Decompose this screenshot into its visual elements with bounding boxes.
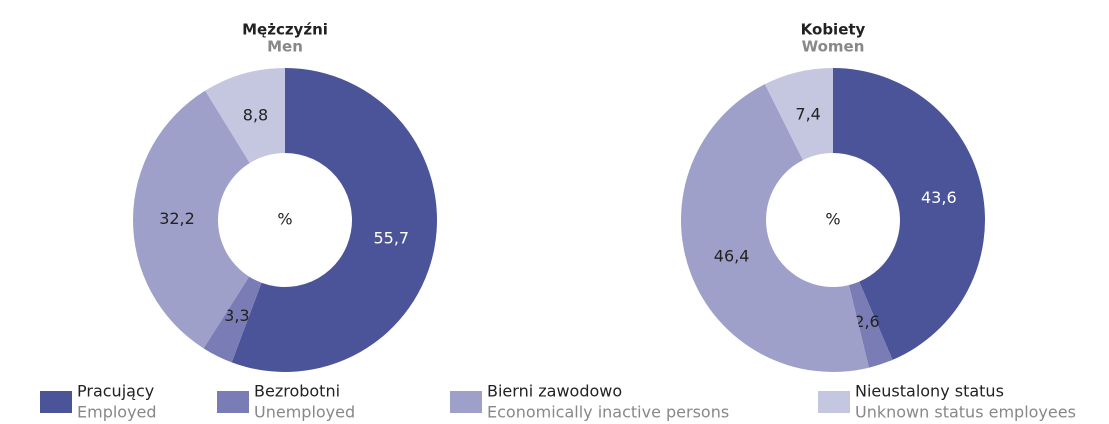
slice	[203, 276, 262, 363]
legend-sublabel: Unemployed	[254, 403, 355, 422]
value-label: 7,4	[795, 104, 820, 123]
slice	[833, 68, 985, 360]
chart-subtitle: Men	[267, 38, 303, 56]
legend-label: Bezrobotni	[254, 382, 340, 401]
legend-sublabel: Unknown status employees	[855, 403, 1076, 422]
slice	[231, 68, 438, 372]
value-label: 2,6	[854, 312, 879, 331]
legend-label: Pracujący	[77, 382, 154, 401]
value-label: 43,6	[921, 188, 957, 207]
center-label: %	[825, 210, 840, 229]
legend-swatch	[450, 391, 482, 413]
legend-swatch	[40, 391, 72, 413]
value-label: 32,2	[159, 209, 195, 228]
value-label: 55,7	[373, 229, 409, 248]
value-label: 8,8	[243, 106, 268, 125]
slice	[205, 68, 285, 163]
chart-title: Kobiety	[801, 21, 866, 39]
legend-label: Bierni zawodowo	[487, 382, 622, 401]
slice	[848, 281, 893, 368]
legend-swatch	[217, 391, 249, 413]
legend-sublabel: Employed	[77, 403, 157, 422]
slice	[133, 90, 250, 349]
slice	[680, 84, 869, 373]
chart-subtitle: Women	[802, 38, 865, 56]
value-label: 3,3	[224, 306, 249, 325]
legend-sublabel: Economically inactive persons	[487, 403, 729, 422]
legend-swatch	[818, 391, 850, 413]
center-label: %	[277, 210, 292, 229]
value-label: 46,4	[714, 247, 750, 266]
legend-label: Nieustalony status	[855, 382, 1004, 401]
chart-title: Mężczyźni	[242, 21, 328, 39]
slice	[764, 68, 833, 161]
